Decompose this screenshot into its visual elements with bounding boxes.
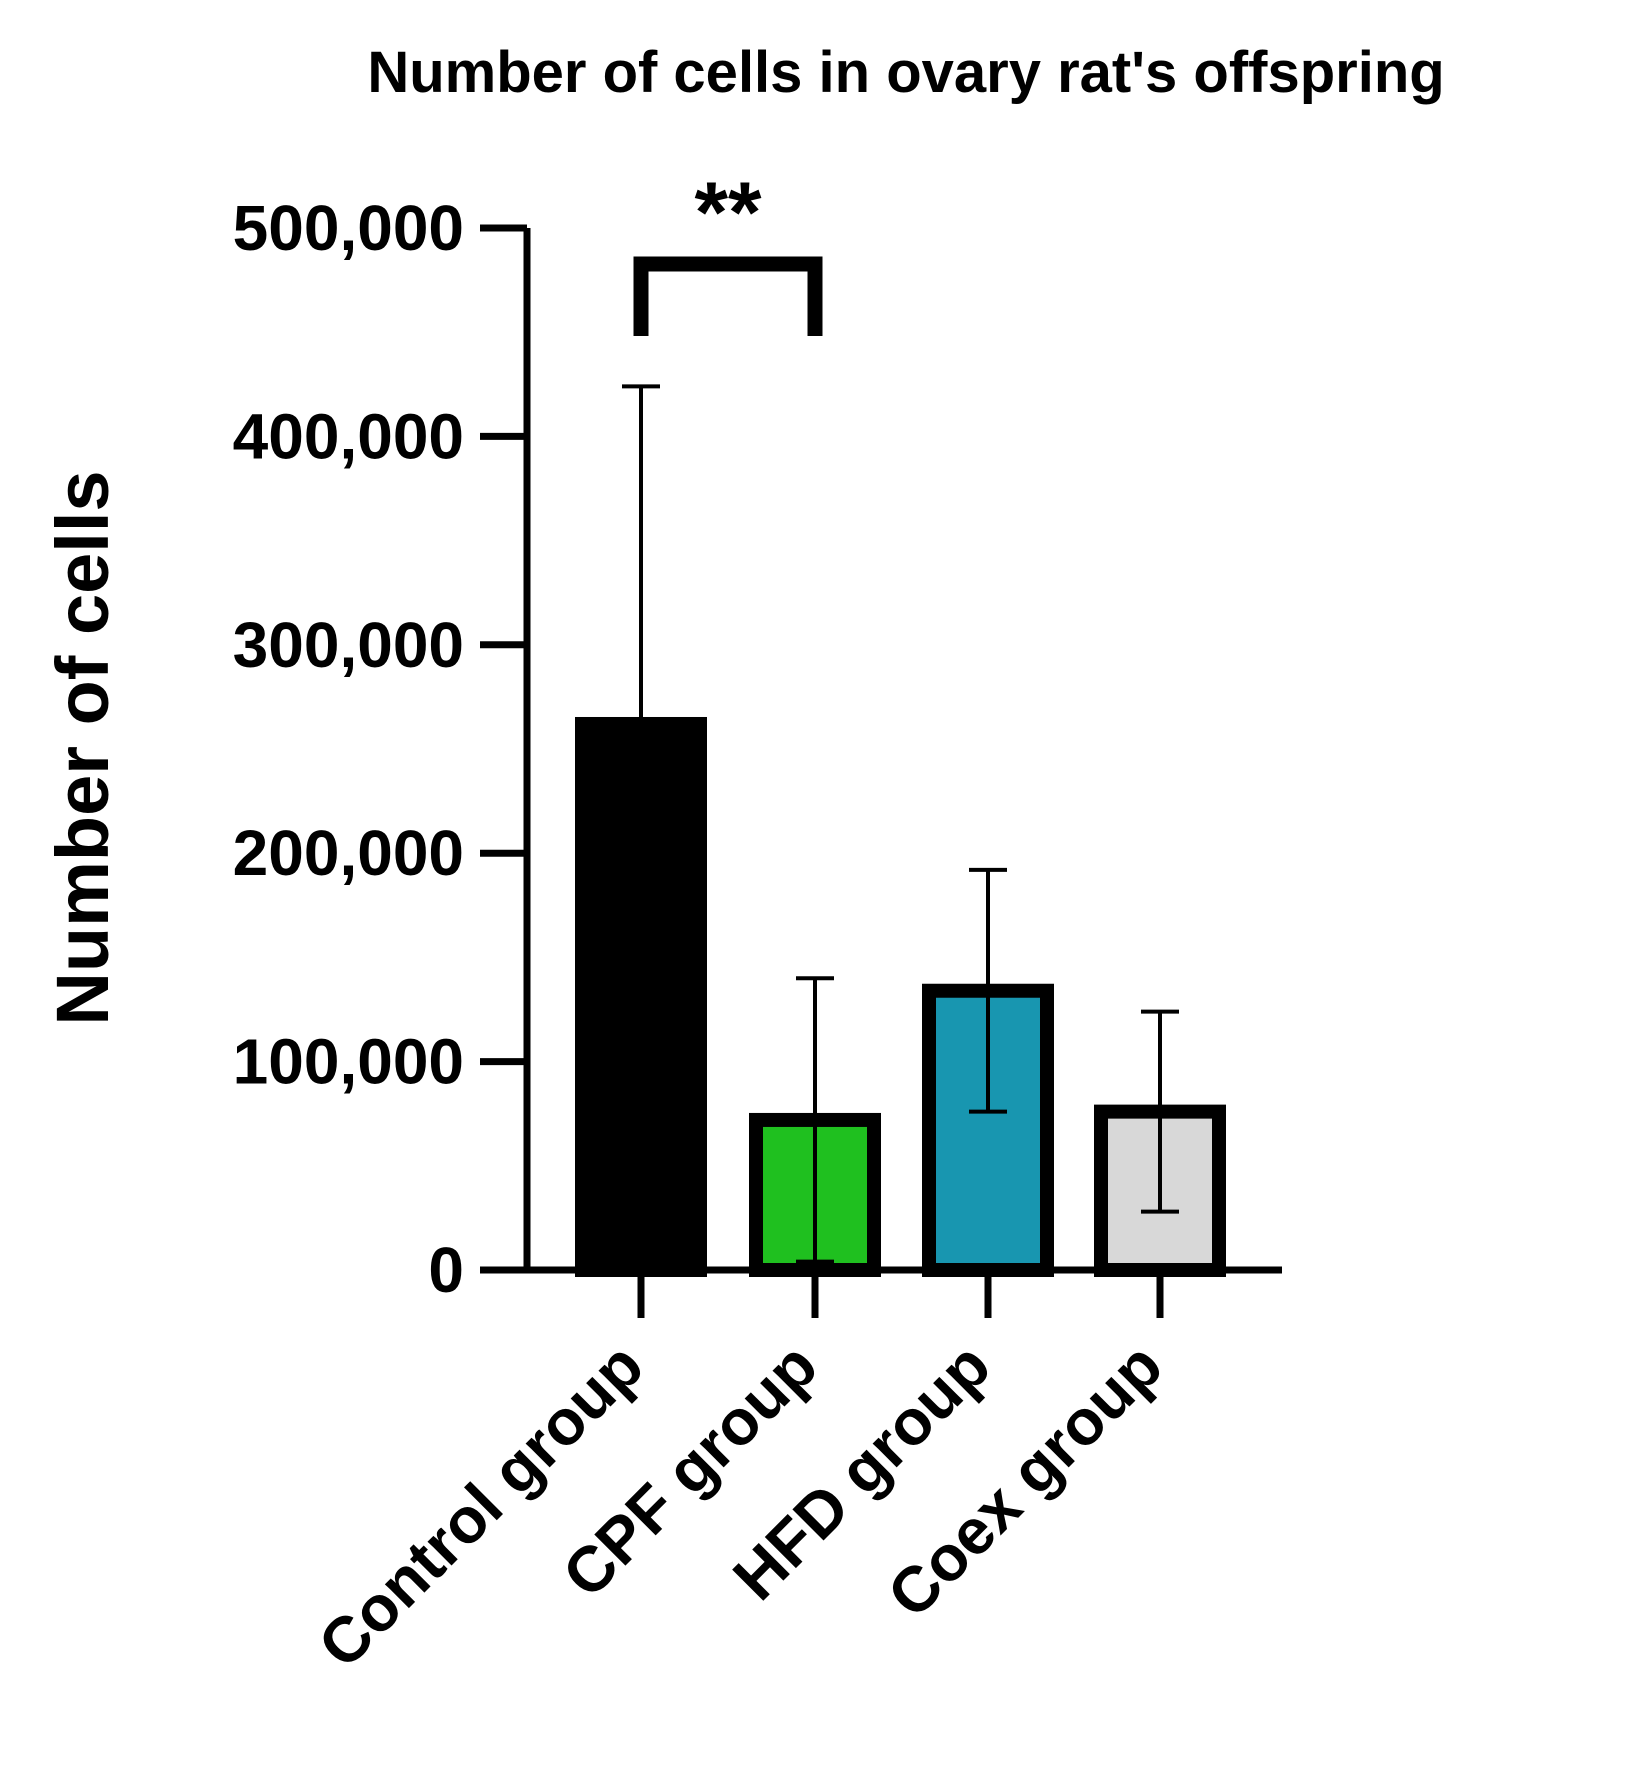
- y-tick-label: 500,000: [233, 192, 464, 264]
- y-tick-label: 400,000: [233, 400, 464, 472]
- y-tick-label: 300,000: [233, 609, 464, 681]
- plot-area: 0100,000200,000300,000400,000500,000Cont…: [233, 165, 1282, 1682]
- y-tick-label: 200,000: [233, 817, 464, 889]
- y-axis-label: Number of cells: [41, 470, 124, 1025]
- significance-bracket: [633, 256, 823, 336]
- significance-label: **: [695, 165, 762, 261]
- y-tick-label: 100,000: [233, 1026, 464, 1098]
- y-tick-label: 0: [428, 1234, 464, 1306]
- chart-title: Number of cells in ovary rat's offspring: [367, 40, 1444, 105]
